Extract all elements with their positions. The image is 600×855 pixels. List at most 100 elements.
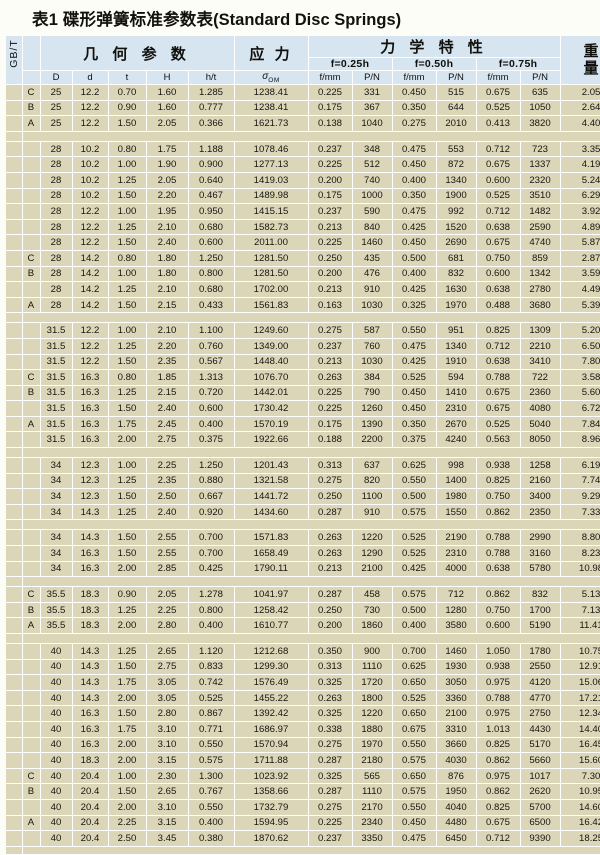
cell-h/t: 0.567 xyxy=(188,354,235,371)
table-row[interactable]: A 28 14.2 1.50 2.15 0.433 1561.83 0.163 1030 0.32… xyxy=(6,297,600,314)
cell-sigma_OM: 1419.03 xyxy=(234,172,309,189)
cell-P_050h: 1910 xyxy=(436,354,477,371)
cell-f_025h: 0.225 xyxy=(308,385,353,402)
table-row[interactable]: B 31.5 16.3 1.25 2.15 0.720 1442.01 0.225 790 0.4… xyxy=(6,385,600,402)
table-row[interactable]: 34 14.3 1.25 2.40 0.920 1434.60 0.287 910 0.575 1… xyxy=(6,504,600,521)
table-row[interactable]: 31.5 12.2 1.00 2.10 1.100 1249.60 0.275 587 0.55… xyxy=(6,322,600,339)
cell-f_075h: 0.600 xyxy=(476,617,521,634)
table-row[interactable]: 28 10.2 1.25 2.05 0.640 1419.03 0.200 740 0.400 1… xyxy=(6,172,600,189)
table-row[interactable]: B 25 12.2 0.90 1.60 0.777 1238.41 0.175 367 0.350… xyxy=(6,100,600,117)
row-series-marker xyxy=(22,400,41,417)
cell-t: 0.80 xyxy=(108,141,147,158)
cell-sigma_OM: 1870.62 xyxy=(234,830,309,847)
table-row[interactable]: 40 14.3 1.50 2.75 0.833 1299.30 0.313 1110 0.625… xyxy=(6,659,600,676)
table-row[interactable]: C 31.5 16.3 0.80 1.85 1.313 1076.70 0.263 384 0.5… xyxy=(6,369,600,386)
table-row[interactable]: A 40 20.4 2.25 3.15 0.400 1594.95 0.225 2340 0.45… xyxy=(6,815,600,832)
table-row[interactable]: 34 12.3 1.50 2.50 0.667 1441.72 0.250 1100 0.500… xyxy=(6,488,600,505)
cell-P_075h: 9390 xyxy=(520,830,561,847)
loadcase-075h: f=0.75h xyxy=(476,57,561,71)
cell-sigma_OM: 1732.79 xyxy=(234,799,309,816)
table-row[interactable]: 31.5 16.3 2.00 2.75 0.375 1922.66 0.188 2200 0.3… xyxy=(6,431,600,449)
table-row[interactable]: 34 12.3 1.00 2.25 1.250 1201.43 0.313 637 0.625 9… xyxy=(6,457,600,474)
table-row[interactable]: 40 16.3 1.75 3.10 0.771 1686.97 0.338 1880 0.675… xyxy=(6,721,600,738)
table-row[interactable]: 40 14.3 1.25 2.65 1.120 1212.68 0.350 900 0.700 1… xyxy=(6,643,600,660)
cell-h/t: 0.833 xyxy=(188,659,235,676)
table-row[interactable]: 31.5 12.2 1.25 2.20 0.760 1349.00 0.237 760 0.47… xyxy=(6,338,600,355)
cell-h/t: 1.278 xyxy=(188,586,235,603)
cell-f_025h: 0.237 xyxy=(308,203,353,220)
page-root: 表1 碟形弹簧标准参数表(Standard Disc Springs) GB/T… xyxy=(6,11,600,855)
table-row[interactable]: 28 14.2 1.25 2.10 0.680 1702.00 0.213 910 0.425 1… xyxy=(6,281,600,298)
table-row[interactable]: B 35.5 18.3 1.25 2.25 0.800 1258.42 0.250 730 0.5… xyxy=(6,602,600,619)
table-row[interactable]: 34 16.3 1.50 2.55 0.700 1658.49 0.263 1290 0.525… xyxy=(6,545,600,562)
cell-P_025h: 1860 xyxy=(352,617,393,634)
row-spine-cell xyxy=(6,457,23,474)
row-series-marker xyxy=(22,643,41,660)
table-row[interactable]: 40 20.4 2.00 3.10 0.550 1732.79 0.275 2170 0.550… xyxy=(6,799,600,816)
table-row[interactable]: 40 18.3 2.00 3.15 0.575 1711.88 0.287 2180 0.575… xyxy=(6,752,600,769)
cell-D: 28 xyxy=(40,266,73,283)
table-row[interactable]: 40 14.3 1.75 3.05 0.742 1576.49 0.325 1720 0.650… xyxy=(6,674,600,691)
title-chinese: 表1 碟形弹簧标准参数表 xyxy=(32,11,214,29)
row-spine-cell xyxy=(6,100,23,117)
cell-P_075h: 4080 xyxy=(520,400,561,417)
table-row[interactable]: 28 12.2 1.25 2.10 0.680 1582.73 0.213 840 0.425 1… xyxy=(6,219,600,236)
cell-f_025h: 0.263 xyxy=(308,529,353,547)
table-row[interactable]: 28 10.2 1.50 2.20 0.467 1489.98 0.175 1000 0.350… xyxy=(6,188,600,205)
cell-H: 3.15 xyxy=(146,752,189,769)
table-row[interactable]: 40 16.3 2.00 3.10 0.550 1570.94 0.275 1970 0.550… xyxy=(6,737,600,754)
cell-f_050h: 0.400 xyxy=(392,617,437,634)
table-row[interactable]: C 25 12.2 0.70 1.60 1.285 1238.41 0.225 331 0.450… xyxy=(6,84,600,101)
table-row[interactable]: 28 10.2 1.00 1.90 0.900 1277.13 0.225 512 0.450 8… xyxy=(6,156,600,173)
cell-D: 40 xyxy=(40,830,73,847)
cell-P_075h: 5040 xyxy=(520,416,561,433)
table-row[interactable]: 31.5 16.3 1.50 2.40 0.600 1730.42 0.225 1260 0.4… xyxy=(6,400,600,417)
cell-weight_kg_per_1000: 12.34 xyxy=(560,705,600,722)
table-row[interactable]: 40 20.4 2.50 3.45 0.380 1870.62 0.237 3350 0.475… xyxy=(6,830,600,847)
cell-f_075h: 0.712 xyxy=(476,203,521,220)
cell-P_050h: 3660 xyxy=(436,737,477,754)
row-spine-cell xyxy=(6,659,23,676)
table-row[interactable]: B 40 20.4 1.50 2.65 0.767 1358.66 0.287 1110 0.57… xyxy=(6,783,600,800)
table-row[interactable]: 40 16.3 1.50 2.80 0.867 1392.42 0.325 1220 0.650… xyxy=(6,705,600,722)
cell-P_050h: 4480 xyxy=(436,815,477,832)
table-row[interactable]: B 28 14.2 1.00 1.80 0.800 1281.50 0.200 476 0.400… xyxy=(6,266,600,283)
table-row[interactable]: C 35.5 18.3 0.90 2.05 1.278 1041.97 0.287 458 0.5… xyxy=(6,586,600,603)
cell-P_025h: 1390 xyxy=(352,416,393,433)
table-row[interactable]: 28 10.2 0.80 1.75 1.188 1078.46 0.237 348 0.475 5… xyxy=(6,141,600,158)
table-row[interactable]: 34 16.3 2.00 2.85 0.425 1790.11 0.213 2100 0.425… xyxy=(6,561,600,578)
table-row[interactable]: 28 12.2 1.50 2.40 0.600 2011.00 0.225 1460 0.450… xyxy=(6,234,600,251)
table-row[interactable]: 34 14.3 1.50 2.55 0.700 1571.83 0.263 1220 0.525… xyxy=(6,529,600,547)
cell-weight_kg_per_1000: 12.91 xyxy=(560,659,600,676)
cell-D: 28 xyxy=(40,203,73,220)
table-row[interactable]: 28 12.2 1.00 1.95 0.950 1415.15 0.237 590 0.475 9… xyxy=(6,203,600,220)
cell-d: 12.3 xyxy=(72,457,109,474)
row-spine-cell xyxy=(6,141,23,158)
row-series-marker xyxy=(22,457,41,474)
cell-h/t: 0.400 xyxy=(188,815,235,832)
cell-f_025h: 0.250 xyxy=(308,250,353,267)
table-row[interactable]: A 25 12.2 1.50 2.05 0.366 1621.73 0.138 1040 0.27… xyxy=(6,115,600,132)
table-row[interactable]: 34 12.3 1.25 2.35 0.880 1321.58 0.275 820 0.550 1… xyxy=(6,473,600,490)
row-series-marker xyxy=(22,219,41,236)
table-row[interactable]: A 31.5 16.3 1.75 2.45 0.400 1570.19 0.175 1390 0.… xyxy=(6,416,600,433)
cell-t: 1.00 xyxy=(108,457,147,474)
cell-h/t: 0.760 xyxy=(188,338,235,355)
cell-f_075h: 0.638 xyxy=(476,281,521,298)
cell-P_050h: 4040 xyxy=(436,799,477,816)
cell-h/t: 0.400 xyxy=(188,416,235,433)
col-f-050h: f/mm xyxy=(392,70,437,85)
table-row[interactable]: 31.5 12.2 1.50 2.35 0.567 1448.40 0.213 1030 0.4… xyxy=(6,354,600,371)
cell-h/t: 1.285 xyxy=(188,84,235,101)
cell-d: 16.3 xyxy=(72,400,109,417)
row-series-marker xyxy=(22,141,41,158)
table-row[interactable]: A 35.5 18.3 2.00 2.80 0.400 1610.77 0.200 1860 0.… xyxy=(6,617,600,634)
cell-f_025h: 0.313 xyxy=(308,457,353,474)
table-row[interactable]: 40 14.3 2.00 3.05 0.525 1455.22 0.263 1800 0.525… xyxy=(6,690,600,707)
row-series-marker xyxy=(22,322,41,339)
cell-D: 40 xyxy=(40,752,73,769)
cell-f_050h: 0.550 xyxy=(392,322,437,339)
cell-h/t: 0.800 xyxy=(188,602,235,619)
table-row[interactable]: C 28 14.2 0.80 1.80 1.250 1281.50 0.250 435 0.500… xyxy=(6,250,600,267)
table-row[interactable]: C 40 20.4 1.00 2.30 1.300 1023.92 0.325 565 0.650… xyxy=(6,768,600,785)
